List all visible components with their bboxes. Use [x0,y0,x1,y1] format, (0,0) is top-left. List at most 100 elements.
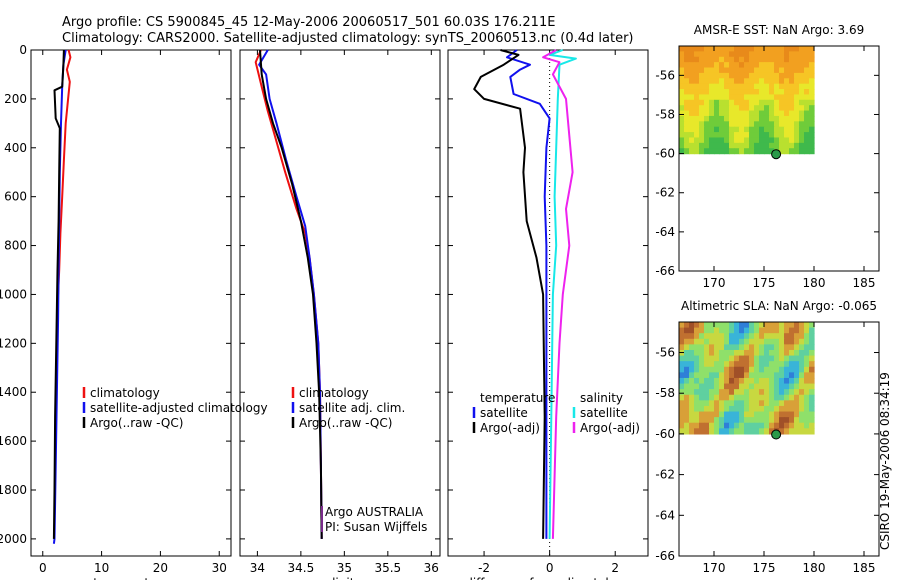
heatmap-cell [709,121,715,128]
heatmap-cell [709,327,715,334]
heatmap-cell [774,105,780,112]
heatmap-cell [739,115,745,122]
heatmap-cell [779,349,785,357]
heatmap-cell [789,400,795,407]
heatmap-cell [724,333,730,340]
heatmap-cell [799,62,805,69]
heatmap-cell [794,78,800,85]
heatmap-cell [804,361,810,368]
heatmap-cell [769,389,775,396]
heatmap-cell [754,389,760,396]
heatmap-cell [804,428,810,435]
heatmap-cell [794,62,800,69]
heatmap-cell [784,394,790,401]
heatmap-cell [764,372,770,379]
heatmap-cell [734,126,740,133]
heatmap-cell [679,411,685,418]
heatmap-cell [804,389,810,396]
heatmap-cell [749,417,755,424]
heatmap-cell [729,110,735,117]
heatmap-cell [734,417,740,424]
heatmap-cell [699,115,705,122]
heatmap-cell [699,394,705,401]
heatmap-cell [769,110,775,117]
heatmap-cell [709,338,715,345]
heatmap-cell [724,383,730,390]
heatmap-cell [744,94,750,101]
heatmap-cell [699,361,705,368]
sst_map-xtick-label: 175 [753,276,776,290]
heatmap-cell [749,377,755,385]
heatmap-cell [719,394,725,401]
heatmap-cell [694,366,700,373]
heatmap-cell [699,322,705,329]
heatmap-cell [724,366,730,373]
heatmap-cell [759,417,765,424]
heatmap-cell [799,142,805,149]
heatmap-cell [744,67,750,74]
heatmap-cell [794,105,800,112]
heatmap-cell [749,121,755,128]
heatmap-cell [784,110,790,117]
heatmap-cell [804,349,810,357]
heatmap-cell [709,67,715,74]
heatmap-cell [779,428,785,435]
heatmap-cell [804,121,810,128]
series-salinity-satellite-adj-clim- [258,49,323,539]
heatmap-cell [689,422,695,429]
heatmap-cell [784,137,790,144]
heatmap-cell [734,372,740,379]
heatmap-cell [744,428,750,435]
heatmap-cell [754,121,760,128]
heatmap-cell [779,89,785,96]
heatmap-cell [694,115,700,122]
heatmap-cell [689,110,695,117]
heatmap-cell [809,83,815,90]
heatmap-cell [809,148,815,155]
heatmap-cell [694,428,700,435]
heatmap-cell [704,94,710,101]
heatmap-cell [764,333,770,340]
series-salinity-climatology [254,49,323,539]
heatmap-cell [699,99,705,106]
heatmap-cell [769,411,775,418]
heatmap-cell [704,400,710,407]
heatmap-cell [779,372,785,379]
heatmap-cell [769,428,775,435]
heatmap-cell [684,142,690,149]
heatmap-cell [759,83,765,90]
heatmap-cell [804,132,810,139]
heatmap-cell [739,121,745,128]
heatmap-cell [714,394,720,401]
heatmap-cell [744,366,750,373]
heatmap-cell [739,383,745,390]
heatmap-cell [749,355,755,362]
heatmap-cell [749,372,755,379]
heatmap-cell [804,126,810,133]
heatmap-cell [744,78,750,85]
heatmap-cell [744,417,750,424]
heatmap-cell [809,394,815,401]
heatmap-cell [799,383,805,390]
heatmap-cell [724,110,730,117]
heatmap-cell [774,56,780,63]
heatmap-cell [699,148,705,155]
heatmap-cell [704,355,710,362]
heatmap-cell [749,105,755,112]
heatmap-cell [739,422,745,429]
sst_map-xtick-label: 180 [803,276,826,290]
heatmap-cell [709,46,715,52]
salinity-xtick-label: 34.5 [288,561,315,575]
heatmap-cell [794,46,800,52]
heatmap-cell [799,411,805,418]
sla_map-title: Altimetric SLA: NaN Argo: -0.065 [681,299,877,313]
heatmap-cell [794,51,800,58]
heatmap-cell [784,372,790,379]
heatmap-cell [779,78,785,85]
heatmap-cell [754,377,760,385]
heatmap-cell [724,405,730,413]
heatmap-cell [804,400,810,407]
heatmap-cell [704,105,710,112]
heatmap-cell [744,422,750,429]
heatmap-cell [714,411,720,418]
